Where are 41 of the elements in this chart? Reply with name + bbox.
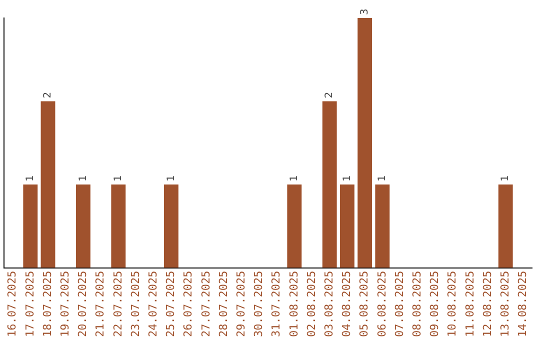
data-label: 1	[112, 175, 124, 182]
x-tick-label: 26.07.2025	[182, 270, 195, 338]
x-tick-label: 20.07.2025	[76, 270, 90, 338]
x-tick-label: 12.08.2025	[480, 270, 494, 338]
x-tick-label: 10.08.2025	[446, 270, 459, 338]
x-tick-label: 28.07.2025	[216, 270, 230, 338]
x-tick-label: 18.07.2025	[40, 270, 54, 338]
x-tick-label: 05.08.2025	[358, 270, 371, 338]
data-label: 1	[78, 175, 89, 182]
x-tick-label: 06.08.2025	[375, 270, 388, 338]
x-tick-label: 09.08.2025	[428, 270, 442, 338]
x-tick-label: 24.07.2025	[146, 270, 160, 338]
x-tick-label: 31.07.2025	[270, 270, 283, 338]
x-tick-label: 25.07.2025	[164, 270, 178, 338]
x-tick-label: 27.07.2025	[199, 270, 212, 338]
x-tick-label: 16.07.2025	[6, 270, 19, 338]
data-label: 1	[24, 175, 36, 182]
x-tick-label: 23.07.2025	[128, 270, 142, 338]
data-label: 1	[500, 175, 512, 182]
x-tick-label: 14.08.2025	[516, 270, 530, 338]
data-label: 2	[324, 92, 336, 98]
x-tick-label: 04.08.2025	[340, 270, 354, 338]
data-label: 2	[42, 92, 54, 98]
x-tick-label: 21.07.2025	[94, 270, 107, 338]
x-tick-label: 29.07.2025	[234, 270, 248, 338]
x-tick-label: 19.07.2025	[58, 270, 72, 338]
data-label: 1	[376, 175, 388, 182]
x-tick-label: 13.08.2025	[498, 270, 512, 338]
x-tick-label: 01.08.2025	[287, 270, 300, 338]
data-label: 1	[342, 175, 353, 182]
x-tick-label: 17.07.2025	[23, 270, 36, 338]
x-tick-label: 02.08.2025	[304, 270, 318, 338]
x-tick-label: 11.08.2025	[463, 270, 476, 338]
data-label: 3	[359, 8, 370, 15]
data-label: 1	[288, 175, 300, 182]
x-tick-label: 30.07.2025	[252, 270, 266, 338]
x-tick-label: 08.08.2025	[410, 270, 424, 338]
data-label: 1	[166, 175, 177, 182]
x-tick-label: 03.08.2025	[322, 270, 336, 338]
x-tick-label: 07.08.2025	[392, 270, 406, 338]
x-tick-label: 22.07.2025	[111, 270, 124, 338]
